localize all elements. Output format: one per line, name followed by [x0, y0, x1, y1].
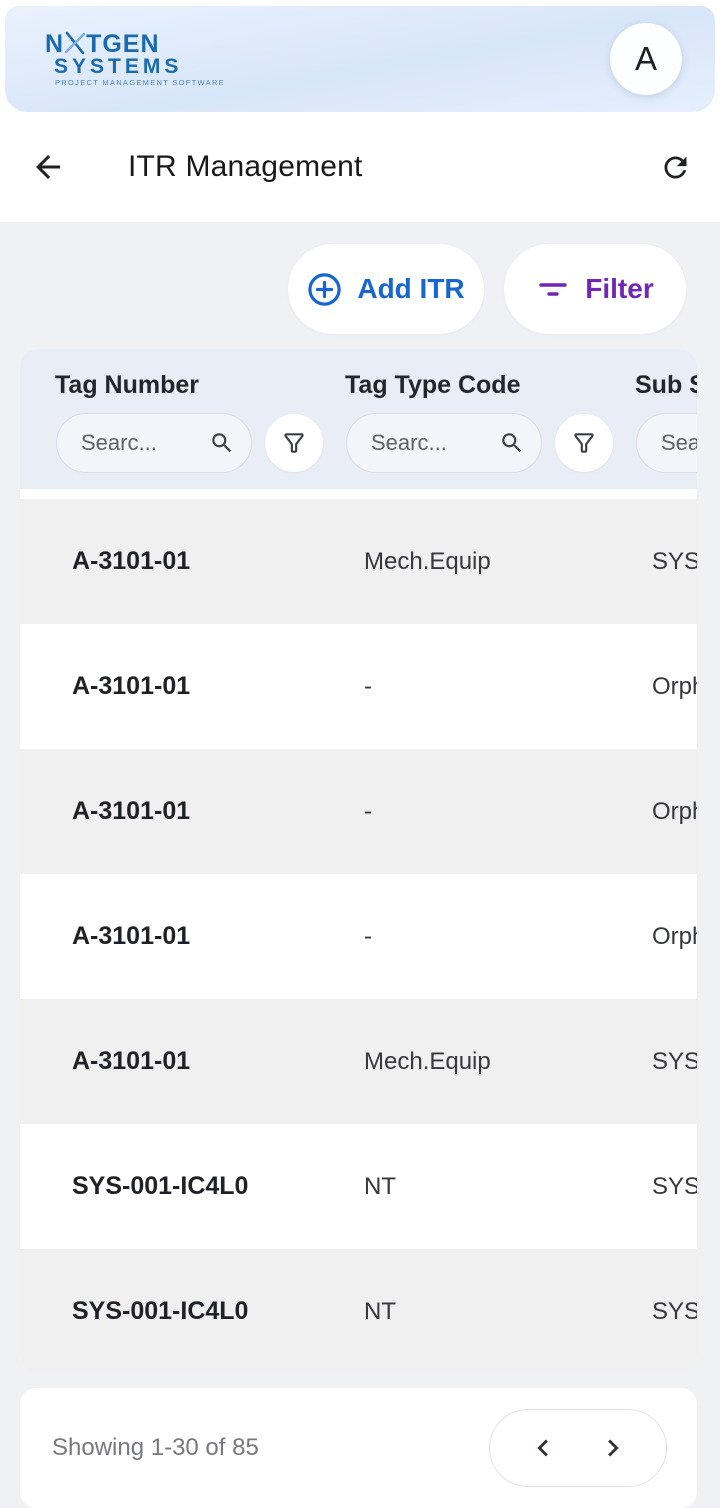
funnel-icon	[284, 433, 304, 453]
cell-tag-type-code: -	[364, 797, 372, 825]
search-cell-tag-number	[20, 413, 323, 473]
pagination-bar: Showing 1-30 of 85	[20, 1388, 697, 1508]
sub-system-search	[636, 413, 697, 473]
column-header-row: Tag Number Tag Type Code Sub S	[20, 371, 697, 400]
pager-control	[489, 1409, 667, 1487]
tag-type-code-filter-button[interactable]	[555, 414, 613, 472]
cell-sub-system: SYS-	[652, 1047, 697, 1075]
cell-sub-system: Orph	[652, 922, 697, 950]
itr-table-card: Tag Number Tag Type Code Sub S	[20, 349, 697, 1374]
cell-tag-number: A-3101-01	[72, 1047, 191, 1075]
cell-sub-system: SYS-	[652, 1297, 697, 1325]
cell-tag-type-code: -	[364, 922, 372, 950]
filter-label: Filter	[585, 273, 654, 304]
search-icon	[499, 430, 525, 456]
table-row[interactable]: A-3101-01 - Orph	[20, 749, 697, 874]
table-row[interactable]: A-3101-01 - Orph	[20, 874, 697, 999]
cell-sub-system: Orph	[652, 797, 697, 825]
table-row[interactable]: SYS-001-IC4L0 NT SYS-	[20, 1124, 697, 1249]
cell-tag-number: SYS-001-IC4L0	[72, 1297, 249, 1325]
column-header-sub-system: Sub S	[635, 371, 697, 399]
filter-button[interactable]: Filter	[504, 244, 686, 334]
cell-tag-number: A-3101-01	[72, 672, 191, 700]
table-row[interactable]: A-3101-01 Mech.Equip SYS-	[20, 999, 697, 1124]
pagination-summary: Showing 1-30 of 85	[52, 1434, 259, 1461]
table-row[interactable]: SYS-001-IC4L0 NT SYS-	[20, 1249, 697, 1374]
brand-x-icon	[64, 31, 86, 55]
table-row[interactable]: A-3101-01 Mech.Equip SYS-	[20, 499, 697, 624]
refresh-button[interactable]	[659, 151, 692, 184]
tag-number-search	[56, 413, 252, 473]
cell-tag-type-code: NT	[364, 1297, 396, 1325]
cell-tag-number: SYS-001-IC4L0	[72, 1172, 249, 1200]
funnel-icon	[574, 433, 594, 453]
brand-logo: N TGEN SYSTEMS PROJECT MANAGEMENT SOFTWA…	[45, 29, 225, 87]
cell-tag-type-code: Mech.Equip	[364, 1047, 491, 1075]
top-banner-wrap: N TGEN SYSTEMS PROJECT MANAGEMENT SOFTWA…	[0, 0, 720, 112]
chevron-left-icon	[537, 1439, 548, 1457]
page-title: ITR Management	[128, 150, 363, 183]
cell-tag-type-code: Mech.Equip	[364, 547, 491, 575]
table-header: Tag Number Tag Type Code Sub S	[20, 349, 697, 489]
cell-tag-type-code: -	[364, 672, 372, 700]
brand-logo-text-prefix: N	[45, 29, 65, 58]
brand-tagline: PROJECT MANAGEMENT SOFTWARE	[55, 77, 225, 87]
filter-lines-icon	[539, 283, 567, 296]
sub-system-search-input[interactable]	[661, 430, 697, 456]
cell-tag-number: A-3101-01	[72, 547, 191, 575]
tag-number-search-input[interactable]	[81, 430, 193, 456]
table-body: A-3101-01 Mech.Equip SYS- A-3101-01 - Or…	[20, 489, 697, 1374]
cell-tag-number: A-3101-01	[72, 922, 191, 950]
brand-logo-line2: SYSTEMS	[54, 54, 183, 78]
next-page-button[interactable]	[596, 1431, 630, 1465]
toolbar: Add ITR Filter	[0, 222, 720, 334]
cell-sub-system: SYS-	[652, 547, 697, 575]
cell-sub-system: SYS-	[652, 1172, 697, 1200]
table-row[interactable]: A-3101-01 - Orph	[20, 624, 697, 749]
cell-tag-number: A-3101-01	[72, 797, 191, 825]
tag-type-code-search	[346, 413, 542, 473]
search-cell-tag-type-code	[310, 413, 613, 473]
column-header-tag-number: Tag Number	[55, 371, 199, 399]
plus-circle-icon	[308, 272, 342, 306]
back-button[interactable]	[30, 149, 66, 185]
arrow-back-icon	[36, 155, 60, 179]
add-itr-label: Add ITR	[357, 273, 465, 304]
column-header-tag-type-code: Tag Type Code	[345, 371, 521, 399]
brand-logo-text-suffix: TGEN	[86, 29, 160, 58]
brand-logo-line1: N TGEN	[45, 29, 225, 58]
column-search-row	[20, 413, 697, 473]
search-cell-sub-system	[600, 413, 697, 473]
cell-sub-system: Orph	[652, 672, 697, 700]
user-avatar[interactable]: A	[610, 23, 682, 95]
tag-type-code-search-input[interactable]	[371, 430, 483, 456]
previous-page-button[interactable]	[526, 1431, 560, 1465]
refresh-icon	[664, 156, 687, 178]
chevron-right-icon	[608, 1439, 619, 1457]
brand-banner: N TGEN SYSTEMS PROJECT MANAGEMENT SOFTWA…	[5, 6, 715, 112]
tag-number-filter-button[interactable]	[265, 414, 323, 472]
search-icon	[209, 430, 235, 456]
nav-bar: ITR Management	[0, 112, 720, 222]
avatar-initial: A	[634, 40, 657, 77]
cell-tag-type-code: NT	[364, 1172, 396, 1200]
add-itr-button[interactable]: Add ITR	[288, 244, 484, 334]
